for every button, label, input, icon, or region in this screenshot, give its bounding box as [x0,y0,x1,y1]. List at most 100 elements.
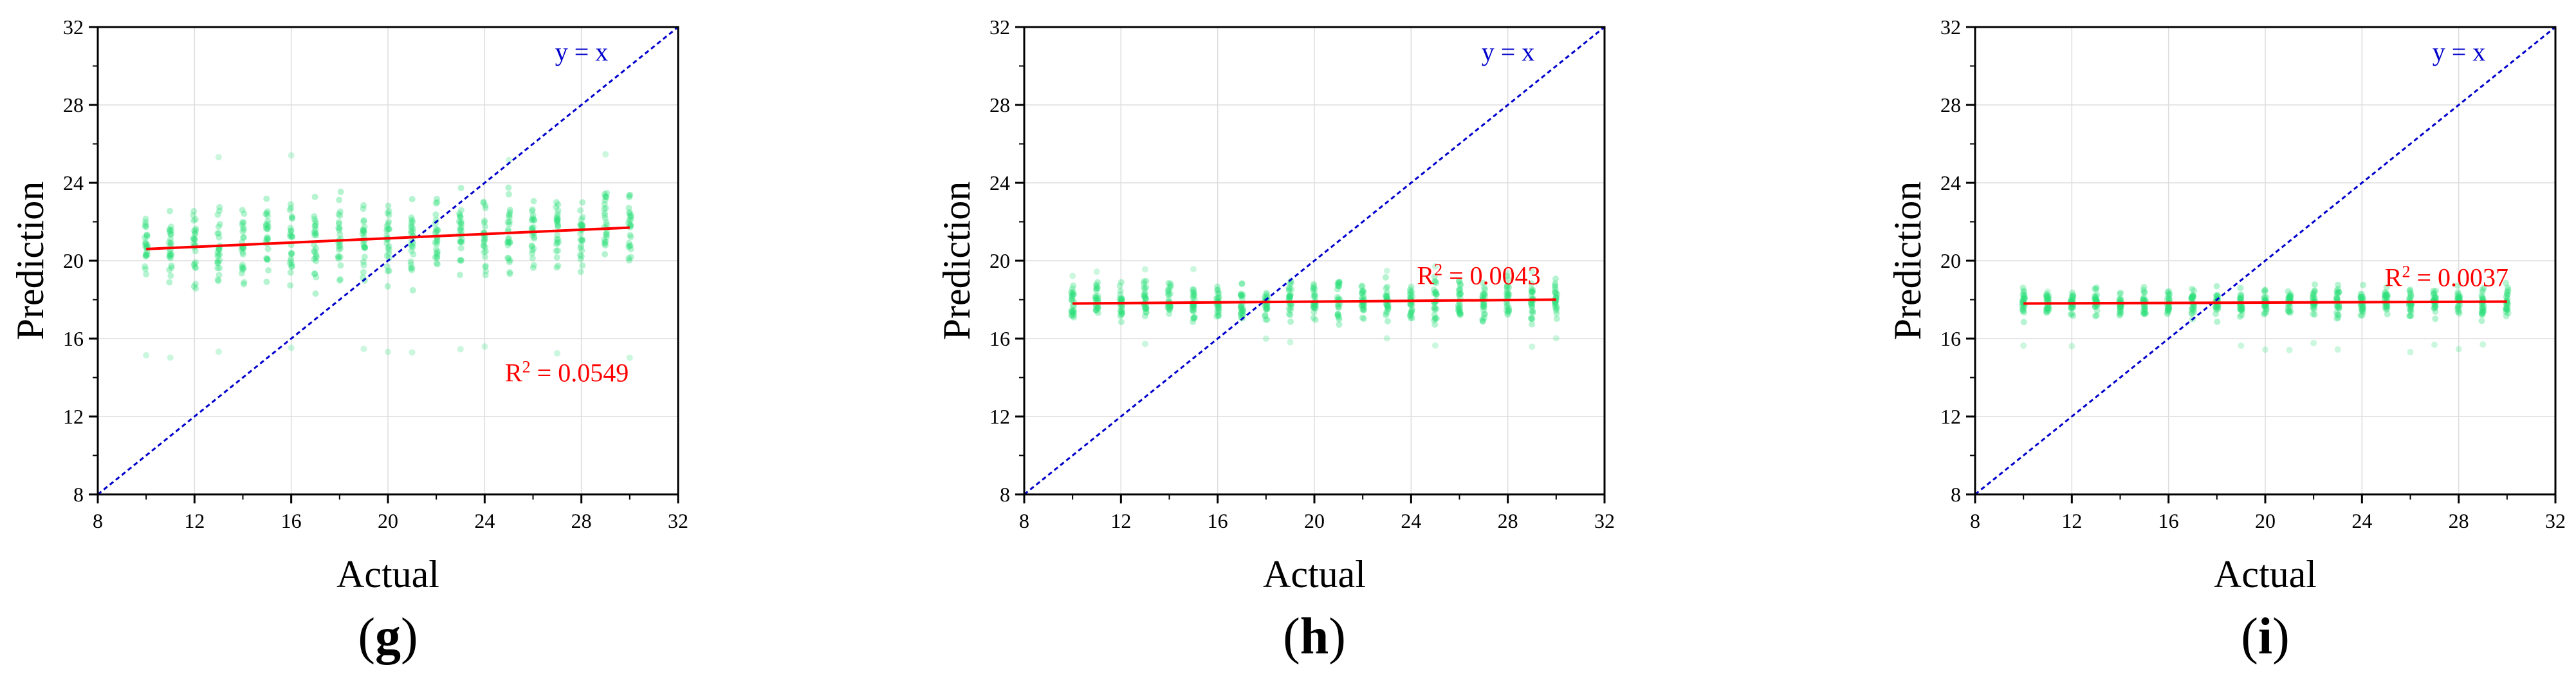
data-point [2140,296,2147,303]
data-point [1263,290,1270,297]
data-point [530,245,537,252]
data-point [2455,308,2462,315]
data-point [1383,308,1390,315]
data-point [2359,312,2366,319]
data-point [506,269,513,276]
data-point [142,234,149,241]
data-point [2093,307,2101,314]
data-point [483,268,490,275]
data-point [457,245,465,252]
data-point [410,251,417,258]
data-point [2359,302,2366,309]
data-point [1214,295,1221,302]
data-point [555,223,562,230]
data-point [578,236,585,243]
data-point [1190,302,1197,309]
data-point [2189,295,2196,302]
data-point [335,246,342,253]
data-point [2286,303,2294,310]
data-point [336,277,343,284]
data-point [579,214,586,221]
data-point [2479,308,2487,315]
data-point [192,264,199,271]
x-tick-label: 16 [2158,509,2179,532]
data-point [288,261,295,268]
data-point [1190,291,1197,298]
data-point [2333,295,2341,303]
data-point [1311,304,1318,312]
data-point [457,220,464,227]
data-point [2335,304,2342,312]
data-point [2165,304,2172,312]
data-point [2117,309,2124,316]
data-point [2357,312,2364,319]
data-point [2478,317,2485,324]
data-point [167,231,174,238]
data-point [1262,312,1269,319]
data-point [1312,316,1319,323]
data-point [1310,285,1317,292]
data-point [1141,289,1148,296]
r-squared-prefix: R [505,359,522,388]
data-point [166,207,173,214]
data-point [2239,304,2246,311]
data-point [1092,281,1099,288]
data-point [142,221,149,228]
data-point [553,199,560,206]
data-point [1094,309,1101,316]
data-point [142,241,149,248]
data-point [1334,311,1341,318]
data-point [1094,303,1101,310]
data-point [2045,294,2052,301]
data-point [1287,280,1294,287]
data-point [2503,301,2510,308]
x-axis-title: Actual [1263,553,1366,595]
data-point [337,262,344,269]
data-point [2431,290,2438,297]
panel-label-letter: i [2258,608,2272,665]
data-point [1552,282,1559,289]
data-point [504,239,511,246]
data-point [1360,292,1367,299]
data-point [2117,306,2124,314]
data-point [1311,286,1318,293]
data-point [2236,306,2243,313]
data-point [336,225,343,232]
data-point [1311,293,1318,300]
data-point [335,255,342,262]
data-point [1167,303,1174,310]
data-point [601,210,608,217]
data-point [166,248,173,255]
data-point [627,213,634,220]
panel-label-close: ) [1329,608,1346,665]
data-point [1334,286,1341,293]
data-point [1481,290,1488,297]
data-point [602,197,609,204]
data-point [1190,266,1197,273]
data-point [2384,292,2391,299]
data-point [553,216,560,223]
data-point [482,223,489,230]
data-point [1408,306,1415,313]
data-point [336,227,343,234]
data-point [2381,294,2388,301]
data-point [287,230,294,238]
data-point [2406,294,2413,301]
data-point [2188,295,2195,303]
data-point [385,247,392,254]
data-point [2504,302,2511,309]
data-point [1094,304,1101,312]
data-point [2261,303,2268,310]
data-point [385,267,392,274]
data-point [505,184,512,191]
data-point [553,241,560,248]
data-point [1358,303,1365,310]
data-point [2165,303,2172,310]
data-point [2454,305,2461,312]
data-point [1070,309,1077,316]
data-point [2359,295,2366,303]
data-point [2238,305,2245,312]
data-point [1215,308,1222,315]
data-point [1262,302,1269,309]
data-point [1334,310,1341,317]
